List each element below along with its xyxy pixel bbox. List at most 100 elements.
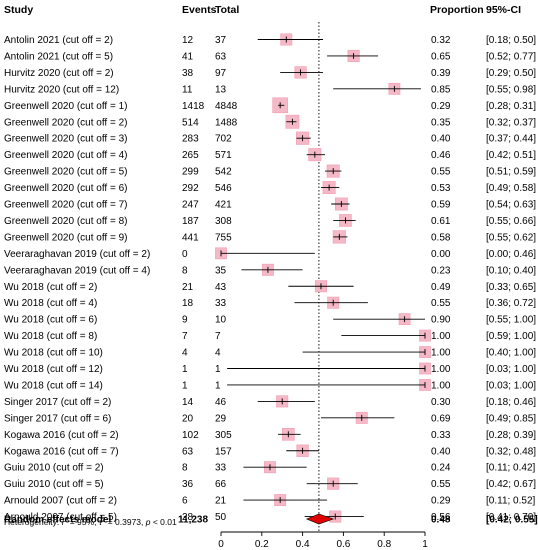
study-label: Hurvitz 2020 (cut off = 12) — [4, 84, 119, 95]
study-row: Greenwell 2020 (cut off = 4) 265 571 0.46 [0… — [4, 148, 536, 161]
study-total: 702 — [215, 134, 232, 145]
study-total: 63 — [215, 51, 227, 62]
header-study: Study — [4, 4, 33, 16]
study-label: Veeraraghavan 2019 (cut off = 2) — [4, 249, 150, 260]
study-proportion: 0.58 — [431, 232, 451, 243]
study-proportion: 0.69 — [431, 413, 451, 424]
study-ci: [0.55; 0.66] — [486, 216, 536, 227]
study-proportion: 0.00 — [431, 249, 451, 260]
study-label: Kogawa 2016 (cut off = 2) — [4, 430, 119, 441]
study-ci: [0.41; 0.70] — [486, 512, 536, 523]
study-proportion: 0.35 — [431, 117, 451, 128]
study-row: Wu 2018 (cut off = 8) 7 7 1.00 [0.59; 1.00] — [4, 329, 536, 342]
study-row: Wu 2018 (cut off = 4) 18 33 0.55 [0.36; 0.72… — [4, 296, 536, 309]
study-ci: [0.11; 0.42] — [486, 463, 536, 474]
study-total: 43 — [215, 282, 227, 293]
study-events: 18 — [182, 298, 194, 309]
study-ci: [0.42; 0.51] — [486, 150, 536, 161]
study-total: 421 — [215, 200, 232, 211]
study-proportion: 0.32 — [431, 35, 451, 46]
study-label: Greenwell 2020 (cut off = 1) — [4, 101, 128, 112]
study-total: 755 — [215, 232, 232, 243]
study-ci: [0.11; 0.52] — [486, 496, 536, 507]
study-total: 157 — [215, 446, 232, 457]
study-ci: [0.28; 0.39] — [486, 430, 536, 441]
summary-diamond — [305, 513, 335, 525]
study-proportion: 0.61 — [431, 216, 451, 227]
study-ci: [0.49; 0.58] — [486, 183, 536, 194]
het-tau-symbol: τ — [99, 517, 103, 527]
study-ci: [0.54; 0.63] — [486, 200, 536, 211]
study-proportion: 0.65 — [431, 51, 451, 62]
study-ci: [0.32; 0.48] — [486, 446, 536, 457]
study-ci: [0.42; 0.67] — [486, 479, 536, 490]
study-total: 13 — [215, 84, 227, 95]
het-tau-value: = 0.3973, — [105, 517, 145, 527]
study-proportion: 0.55 — [431, 298, 451, 309]
study-ci: [0.18; 0.50] — [486, 35, 536, 46]
study-proportion: 0.90 — [431, 315, 451, 326]
het-p-symbol: p — [145, 517, 151, 527]
study-label: Antolin 2021 (cut off = 2) — [4, 35, 113, 46]
study-proportion: 0.39 — [431, 68, 451, 79]
study-ci: [0.49; 0.85] — [486, 413, 536, 424]
study-total: 542 — [215, 167, 232, 178]
study-ci: [0.32; 0.37] — [486, 117, 536, 128]
study-row: Greenwell 2020 (cut off = 2) 514 1488 0.35 [… — [4, 114, 536, 129]
study-events: 7 — [182, 331, 188, 342]
study-row: Wu 2018 (cut off = 2) 21 43 0.49 [0.33; 0.65… — [4, 280, 536, 293]
study-row: Greenwell 2020 (cut off = 7) 247 421 0.59 [0… — [4, 197, 536, 211]
x-tick-label: 1 — [422, 539, 428, 550]
study-label: Wu 2018 (cut off = 12) — [4, 364, 103, 375]
het-p-value: < 0.01 — [151, 517, 178, 527]
study-events: 441 — [182, 232, 199, 243]
het-i2-sup: 2 — [64, 518, 68, 524]
study-label: Greenwell 2020 (cut off = 6) — [4, 183, 128, 194]
study-label: Greenwell 2020 (cut off = 2) — [4, 117, 128, 128]
study-events: 0 — [182, 249, 188, 260]
study-row: Guiu 2010 (cut off = 2) 8 33 0.24 [0.11; 0.4… — [4, 461, 536, 474]
x-tick-label: 0.6 — [336, 539, 350, 550]
study-events: 41 — [182, 51, 194, 62]
x-tick-label: 0.4 — [296, 539, 310, 550]
study-label: Arnould 2007 (cut off = 2) — [4, 496, 117, 507]
study-row: Veeraraghavan 2019 (cut off = 4) 8 35 0.23 [… — [4, 263, 536, 276]
summary-ci: [0.42; 0.55] — [486, 515, 538, 526]
study-label: Greenwell 2020 (cut off = 7) — [4, 200, 128, 211]
heterogeneity-text: Heterogeneity: I2 = 95%, τ2 = 0.3973, p … — [4, 517, 177, 527]
study-label: Wu 2018 (cut off = 8) — [4, 331, 97, 342]
x-tick-label: 0.2 — [255, 539, 269, 550]
study-total: 1 — [215, 380, 221, 391]
study-ci: [0.03; 1.00] — [486, 364, 536, 375]
study-row: Greenwell 2020 (cut off = 6) 292 546 0.53 [0… — [4, 181, 536, 194]
study-events: 292 — [182, 183, 199, 194]
study-row: Wu 2018 (cut off = 6) 9 10 0.90 [0.55; 1.00] — [4, 313, 536, 326]
study-label: Greenwell 2020 (cut off = 9) — [4, 232, 128, 243]
study-proportion: 0.49 — [431, 282, 451, 293]
het-tau-sup: 2 — [102, 518, 106, 524]
study-label: Wu 2018 (cut off = 2) — [4, 282, 97, 293]
study-total: 46 — [215, 397, 227, 408]
study-events: 21 — [182, 282, 194, 293]
study-events: 63 — [182, 446, 194, 457]
study-label: Greenwell 2020 (cut off = 8) — [4, 216, 128, 227]
study-events: 36 — [182, 479, 194, 490]
study-events: 1418 — [182, 101, 205, 112]
study-total: 97 — [215, 68, 227, 79]
study-events: 11 — [182, 84, 193, 95]
study-total: 546 — [215, 183, 232, 194]
study-ci: [0.55; 1.00] — [486, 315, 536, 326]
study-proportion: 0.30 — [431, 397, 451, 408]
study-ci: [0.55; 0.98] — [486, 84, 536, 95]
study-proportion: 0.40 — [431, 446, 451, 457]
study-total: 1488 — [215, 117, 238, 128]
study-ci: [0.18; 0.46] — [486, 397, 536, 408]
study-row: Guiu 2010 (cut off = 5) 36 66 0.55 [0.42; 0.… — [4, 477, 536, 490]
study-events: 9 — [182, 315, 188, 326]
study-total: 7 — [215, 331, 221, 342]
study-total: 33 — [215, 298, 227, 309]
study-total: 66 — [215, 479, 227, 490]
study-ci: [0.36; 0.72] — [486, 298, 536, 309]
header-events: Events — [182, 4, 217, 16]
